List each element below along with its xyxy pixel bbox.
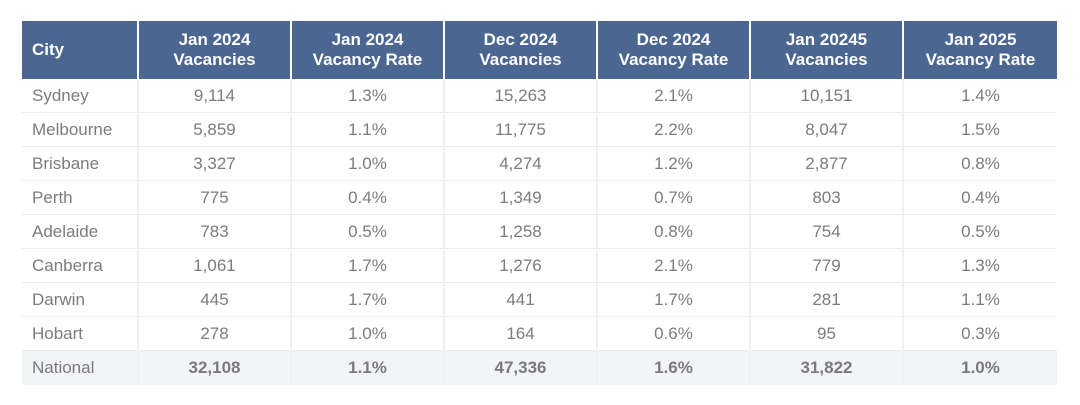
total-cell: 1.6% <box>597 350 751 385</box>
table-row: Darwin 445 1.7% 441 1.7% 281 1.1% <box>22 282 1057 317</box>
table-row: Adelaide 783 0.5% 1,258 0.8% 754 0.5% <box>22 214 1057 249</box>
header-row: City Jan 2024 Vacancies Jan 2024 Vacancy R… <box>22 21 1057 79</box>
table-cell: 1,276 <box>444 248 598 283</box>
total-cell: 31,822 <box>750 350 904 385</box>
city-cell: Melbourne <box>22 112 139 147</box>
city-cell: Darwin <box>22 282 139 317</box>
table-row: Hobart 278 1.0% 164 0.6% 95 0.3% <box>22 316 1057 351</box>
table-cell: 0.8% <box>597 214 751 249</box>
table-cell: 5,859 <box>138 112 292 147</box>
table-cell: 1.2% <box>597 146 751 181</box>
table-cell: 445 <box>138 282 292 317</box>
total-cell: 47,336 <box>444 350 598 385</box>
total-cell: 1.1% <box>291 350 445 385</box>
table-cell: 95 <box>750 316 904 351</box>
table-cell: 11,775 <box>444 112 598 147</box>
table-cell: 441 <box>444 282 598 317</box>
national-total-row: National 32,108 1.1% 47,336 1.6% 31,822 … <box>22 350 1057 385</box>
header-jan-20245-vacancies: Jan 20245 Vacancies <box>750 21 904 79</box>
city-cell: National <box>22 350 139 385</box>
table-cell: 2,877 <box>750 146 904 181</box>
city-cell: Hobart <box>22 316 139 351</box>
table-cell: 1.5% <box>903 112 1057 147</box>
city-cell: Sydney <box>22 79 139 113</box>
table-cell: 0.7% <box>597 180 751 215</box>
header-line-1: Jan 2024 <box>178 30 251 49</box>
header-line-2: Vacancy Rate <box>618 50 729 69</box>
table-cell: 2.2% <box>597 112 751 147</box>
table-cell: 783 <box>138 214 292 249</box>
table-row: Brisbane 3,327 1.0% 4,274 1.2% 2,877 0.8… <box>22 146 1057 181</box>
header-line-2: Vacancy Rate <box>925 50 1036 69</box>
table-row: Perth 775 0.4% 1,349 0.7% 803 0.4% <box>22 180 1057 215</box>
header-city: City <box>22 21 139 79</box>
table-row: Canberra 1,061 1.7% 1,276 2.1% 779 1.3% <box>22 248 1057 283</box>
table-cell: 0.3% <box>903 316 1057 351</box>
header-line-1: Jan 20245 <box>785 30 868 49</box>
table-cell: 1.7% <box>597 282 751 317</box>
table-cell: 2.1% <box>597 79 751 113</box>
header-jan-2025-vacancy-rate: Jan 2025 Vacancy Rate <box>903 21 1057 79</box>
table-row: Sydney 9,114 1.3% 15,263 2.1% 10,151 1.4… <box>22 79 1057 113</box>
city-cell: Perth <box>22 180 139 215</box>
table-cell: 1.0% <box>291 316 445 351</box>
table-cell: 1,258 <box>444 214 598 249</box>
header-city-label: City <box>32 40 65 59</box>
table-header: City Jan 2024 Vacancies Jan 2024 Vacancy R… <box>22 21 1057 79</box>
table-cell: 1.3% <box>291 79 445 113</box>
table-cell: 754 <box>750 214 904 249</box>
header-line-1: Jan 2025 <box>944 30 1017 49</box>
total-cell: 1.0% <box>903 350 1057 385</box>
table-cell: 281 <box>750 282 904 317</box>
table-cell: 1.7% <box>291 282 445 317</box>
city-cell: Canberra <box>22 248 139 283</box>
table-cell: 1.7% <box>291 248 445 283</box>
table-cell: 1,349 <box>444 180 598 215</box>
rental-vacancy-table-container: City Jan 2024 Vacancies Jan 2024 Vacancy R… <box>22 21 1057 385</box>
rental-vacancy-table: City Jan 2024 Vacancies Jan 2024 Vacancy R… <box>22 21 1057 385</box>
table-cell: 0.8% <box>903 146 1057 181</box>
table-cell: 0.6% <box>597 316 751 351</box>
city-cell: Brisbane <box>22 146 139 181</box>
header-line-2: Vacancy Rate <box>312 50 423 69</box>
header-line-2: Vacancies <box>785 50 868 69</box>
header-jan-2024-vacancy-rate: Jan 2024 Vacancy Rate <box>291 21 445 79</box>
table-cell: 278 <box>138 316 292 351</box>
table-cell: 803 <box>750 180 904 215</box>
table-cell: 9,114 <box>138 79 292 113</box>
table-cell: 1.0% <box>291 146 445 181</box>
table-cell: 10,151 <box>750 79 904 113</box>
table-cell: 4,274 <box>444 146 598 181</box>
table-row: Melbourne 5,859 1.1% 11,775 2.2% 8,047 1… <box>22 112 1057 147</box>
table-cell: 0.4% <box>903 180 1057 215</box>
table-cell: 0.5% <box>903 214 1057 249</box>
total-cell: 32,108 <box>138 350 292 385</box>
header-line-1: Dec 2024 <box>636 30 711 49</box>
table-cell: 8,047 <box>750 112 904 147</box>
table-cell: 1,061 <box>138 248 292 283</box>
header-line-1: Jan 2024 <box>331 30 404 49</box>
table-cell: 3,327 <box>138 146 292 181</box>
table-cell: 0.4% <box>291 180 445 215</box>
table-cell: 779 <box>750 248 904 283</box>
table-body: Sydney 9,114 1.3% 15,263 2.1% 10,151 1.4… <box>22 79 1057 385</box>
table-cell: 2.1% <box>597 248 751 283</box>
table-cell: 1.1% <box>903 282 1057 317</box>
header-line-2: Vacancies <box>173 50 256 69</box>
header-dec-2024-vacancy-rate: Dec 2024 Vacancy Rate <box>597 21 751 79</box>
table-cell: 775 <box>138 180 292 215</box>
table-cell: 1.3% <box>903 248 1057 283</box>
city-cell: Adelaide <box>22 214 139 249</box>
header-dec-2024-vacancies: Dec 2024 Vacancies <box>444 21 598 79</box>
header-jan-2024-vacancies: Jan 2024 Vacancies <box>138 21 292 79</box>
table-cell: 1.4% <box>903 79 1057 113</box>
table-cell: 164 <box>444 316 598 351</box>
header-line-2: Vacancies <box>479 50 562 69</box>
table-cell: 15,263 <box>444 79 598 113</box>
table-cell: 1.1% <box>291 112 445 147</box>
header-line-1: Dec 2024 <box>483 30 558 49</box>
table-cell: 0.5% <box>291 214 445 249</box>
